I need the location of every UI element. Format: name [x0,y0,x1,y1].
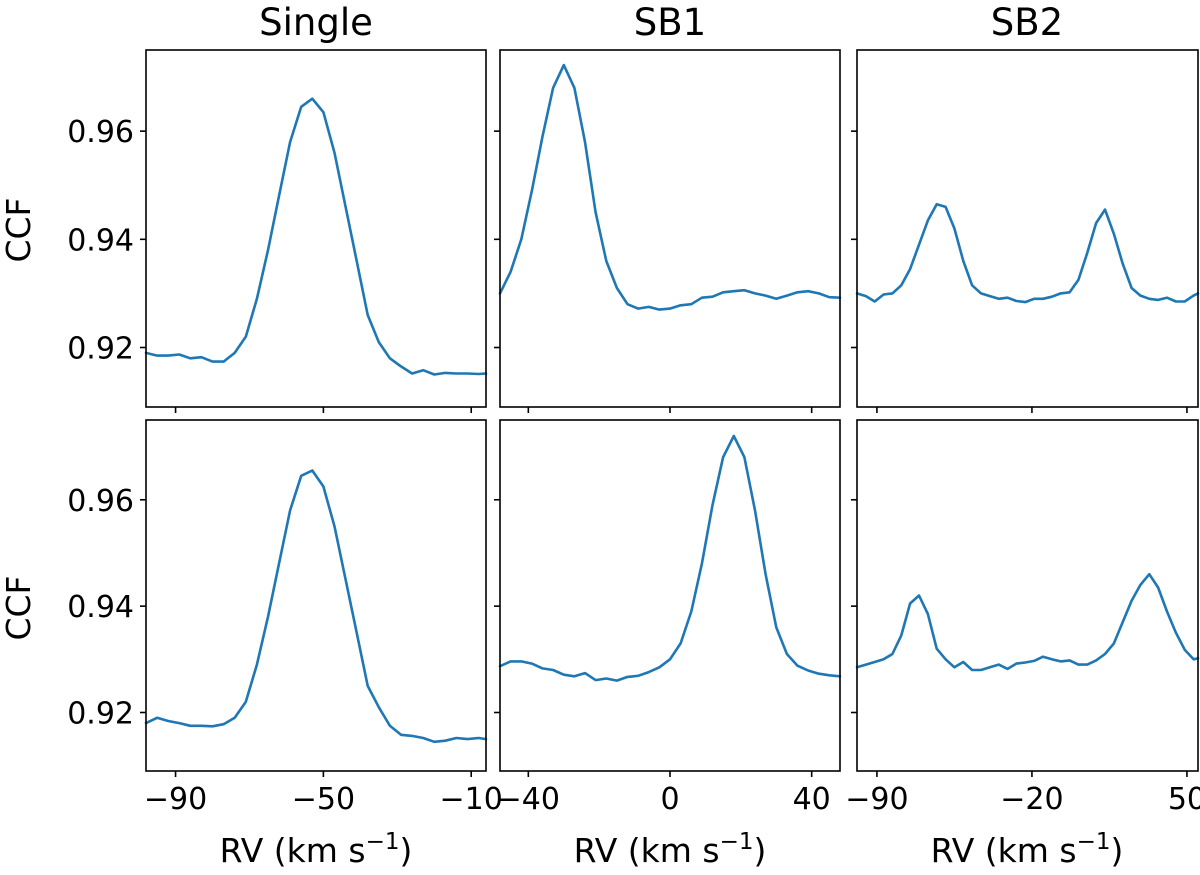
xtick-label-r1c0-0: −90 [144,782,207,817]
column-title-single: Single [259,1,373,44]
panel-r0c2 [851,49,1200,413]
column-title-sb1: SB1 [634,1,706,44]
ytick-label-r1c0-2: 0.96 [67,484,134,519]
xtick-label-r1c0-1: −50 [292,782,355,817]
axes-frame-r1c0 [145,419,487,772]
xlabel-sb2: RV (km s−1) [931,829,1124,870]
xlabel-sb2-base: RV (km s [931,831,1077,870]
column-title-sb2: SB2 [991,1,1063,44]
xtick-label-r1c2-1: −20 [1000,782,1063,817]
axes-frame-r0c0 [145,49,487,408]
xtick-label-r1c1-2: 40 [793,782,831,817]
xtick-label-r1c1-1: 0 [660,782,679,817]
ylabel-bottom: CCF [0,575,38,640]
ytick-label-r0c0-1: 0.94 [67,223,134,258]
ytick-label-r0c0-0: 0.92 [67,332,134,367]
axes-frame-r1c1 [499,419,841,772]
ytick-label-r1c0-1: 0.94 [67,590,134,625]
panel-r0c1 [494,49,842,413]
xlabel-sb1-exp: −1 [720,829,754,855]
ylabel-top: CCF [0,197,38,262]
xlabel-sb1: RV (km s−1) [574,829,767,870]
ccf-line-r0c0-0 [144,97,488,376]
xlabel-single-exp: −1 [366,829,400,855]
subplot-grid: 0.920.940.960.920.940.96−90 −50 −10−40 0 40−… [67,49,1200,817]
xlabel-sb1-close: ) [754,831,767,870]
ccf-line-r0c2-0 [855,202,1200,304]
panel-r1c0: 0.92 0.94 0.96 −90 −50 −10 [67,419,503,817]
xtick-label-r1c2-0: −90 [845,782,908,817]
ccf-line-r1c2-0 [855,572,1200,672]
axes-frame-r1c2 [856,419,1199,772]
xlabel-single-close: ) [400,831,413,870]
ytick-label-r1c0-0: 0.92 [67,697,134,732]
panel-r1c2: −90 −20 50 [845,419,1200,817]
panel-r1c1: −40 0 40 [494,419,842,817]
xtick-label-r1c2-2: 50 [1168,782,1200,817]
xtick-label-r1c1-0: −40 [497,782,560,817]
xlabel-sb1-base: RV (km s [574,831,720,870]
xlabel-sb2-exp: −1 [1077,829,1111,855]
ccf-line-r0c1-0 [498,63,842,311]
xtick-label-r1c0-2: −10 [440,782,503,817]
panel-r0c0: 0.92 0.94 0.96 [67,49,488,413]
xlabel-single: RV (km s−1) [220,829,413,870]
ccf-line-r1c1-0 [498,434,842,682]
xlabel-single-base: RV (km s [220,831,366,870]
ytick-label-r0c0-2: 0.96 [67,115,134,150]
xlabel-sb2-close: ) [1111,831,1124,870]
ccf-line-r1c0-0 [144,469,488,744]
axes-frame-r0c2 [856,49,1199,408]
